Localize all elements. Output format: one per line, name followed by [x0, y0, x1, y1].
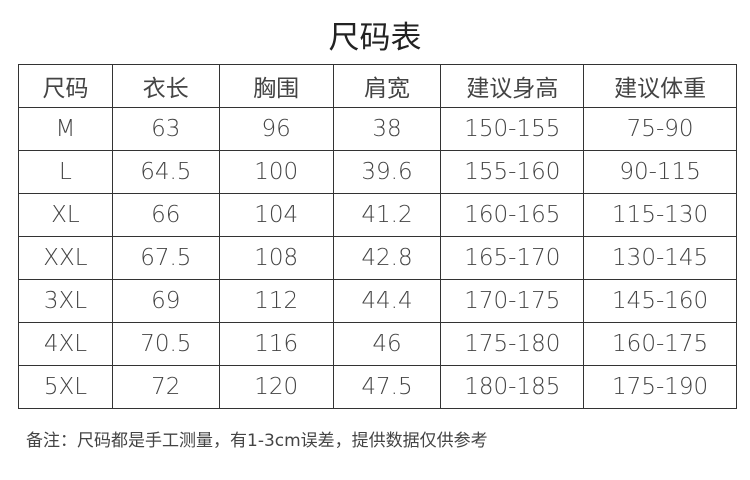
header-row: 尺码 衣长 胸围 肩宽 建议身高 建议体重	[18, 64, 737, 108]
table-cell: 104	[218, 193, 334, 237]
table-cell: 69	[111, 279, 220, 323]
table-cell: 100	[218, 150, 334, 194]
table-row: L 64.5 100 39.6 155-160 90-115	[18, 150, 737, 194]
table-cell: 4XL	[18, 322, 113, 366]
table-cell: 150-155	[440, 107, 585, 151]
table-cell: 72	[111, 365, 220, 409]
column-header: 肩宽	[332, 64, 442, 108]
table-cell: 175-190	[583, 365, 737, 409]
table-row: XXL 67.5 108 42.8 165-170 130-145	[18, 236, 737, 280]
table-cell: 75-90	[583, 107, 737, 151]
table-cell: 108	[218, 236, 334, 280]
table-cell: 145-160	[583, 279, 737, 323]
table-cell: 42.8	[332, 236, 442, 280]
table-cell: 120	[218, 365, 334, 409]
footnote: 备注：尺码都是手工测量，有1-3cm误差，提供数据仅供参考	[26, 431, 488, 451]
table-cell: 47.5	[332, 365, 442, 409]
table-cell: 44.4	[332, 279, 442, 323]
table-row: 5XL 72 120 47.5 180-185 175-190	[18, 365, 737, 409]
table-cell: 64.5	[111, 150, 220, 194]
table-cell: 67.5	[111, 236, 220, 280]
table-cell: 66	[111, 193, 220, 237]
table-cell: XXL	[18, 236, 113, 280]
column-header: 建议身高	[440, 64, 585, 108]
table-row: 4XL 70.5 116 46 175-180 160-175	[18, 322, 737, 366]
table-cell: 90-115	[583, 150, 737, 194]
table-cell: 115-130	[583, 193, 737, 237]
table-cell: 70.5	[111, 322, 220, 366]
table-row: M 63 96 38 150-155 75-90	[18, 107, 737, 151]
column-header: 建议体重	[583, 64, 737, 108]
table-cell: 5XL	[18, 365, 113, 409]
table-cell: 112	[218, 279, 334, 323]
table-cell: 38	[332, 107, 442, 151]
table-cell: 170-175	[440, 279, 585, 323]
column-header: 尺码	[18, 64, 113, 108]
table-cell: 63	[111, 107, 220, 151]
table-cell: 165-170	[440, 236, 585, 280]
table-cell: L	[18, 150, 113, 194]
table-cell: 41.2	[332, 193, 442, 237]
table-cell: 160-175	[583, 322, 737, 366]
page-title: 尺码表	[328, 20, 422, 56]
table-cell: M	[18, 107, 113, 151]
table-cell: 46	[332, 322, 442, 366]
table-cell: 116	[218, 322, 334, 366]
table-cell: 155-160	[440, 150, 585, 194]
table-cell: 39.6	[332, 150, 442, 194]
table-cell: 175-180	[440, 322, 585, 366]
column-header: 衣长	[111, 64, 220, 108]
table-cell: 180-185	[440, 365, 585, 409]
table-cell: 96	[218, 107, 334, 151]
table-row: 3XL 69 112 44.4 170-175 145-160	[18, 279, 737, 323]
table-cell: 130-145	[583, 236, 737, 280]
column-header: 胸围	[218, 64, 334, 108]
table-row: XL 66 104 41.2 160-165 115-130	[18, 193, 737, 237]
table-cell: XL	[18, 193, 113, 237]
table-cell: 160-165	[440, 193, 585, 237]
size-table: 尺码 衣长 胸围 肩宽 建议身高 建议体重 M 63 96 38 150-155 75-90 L 64.5…	[18, 64, 737, 409]
table-cell: 3XL	[18, 279, 113, 323]
